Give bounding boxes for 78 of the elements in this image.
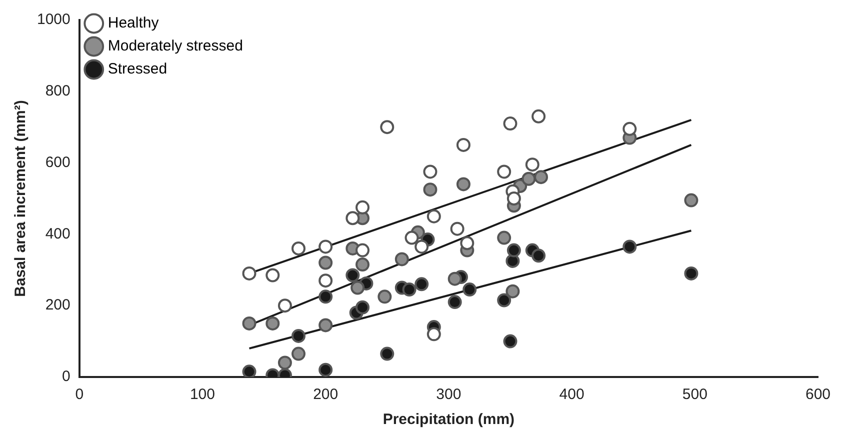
point <box>356 200 370 214</box>
point <box>503 116 518 131</box>
point <box>378 290 392 304</box>
point <box>497 230 512 245</box>
y-tick-label: 1000 <box>36 11 70 28</box>
x-tick-label: 100 <box>190 386 215 404</box>
point <box>456 177 470 192</box>
point <box>278 298 292 313</box>
point <box>402 282 416 297</box>
x-tick-label: 300 <box>436 386 462 404</box>
point <box>506 254 520 268</box>
point <box>242 316 256 330</box>
y-tick-label: 0 <box>62 368 70 386</box>
x-tick-label: 400 <box>559 386 584 404</box>
point <box>684 193 698 208</box>
point <box>506 243 521 258</box>
point <box>414 277 429 292</box>
point <box>356 300 370 314</box>
point <box>318 274 333 288</box>
point <box>423 182 438 197</box>
point <box>242 266 256 280</box>
point <box>278 356 292 370</box>
point <box>622 122 637 136</box>
point <box>356 258 370 272</box>
point <box>346 211 360 226</box>
y-tick-label: 800 <box>45 82 70 100</box>
point <box>450 222 464 236</box>
point <box>291 328 306 343</box>
legend-label: Healthy <box>108 14 160 32</box>
legend-label: Moderately stressed <box>108 38 243 55</box>
point <box>404 230 419 245</box>
point <box>423 164 438 179</box>
y-tick-label: 400 <box>45 225 70 242</box>
point <box>318 318 333 332</box>
legend-label: Stressed <box>108 60 168 78</box>
point <box>346 268 360 282</box>
point <box>532 109 546 124</box>
y-tick-label: 200 <box>45 296 70 314</box>
y-axis-title: Basal area increment (mm²) <box>12 100 30 297</box>
point <box>266 268 280 282</box>
point <box>684 266 698 280</box>
point <box>266 316 280 330</box>
x-tick-label: 0 <box>75 386 84 404</box>
point <box>356 243 370 258</box>
point <box>497 164 512 179</box>
point <box>350 280 365 295</box>
point <box>525 158 540 172</box>
point <box>462 282 477 297</box>
point <box>380 120 394 134</box>
point <box>414 240 429 254</box>
point <box>503 334 518 348</box>
point <box>318 290 333 304</box>
point <box>532 248 546 263</box>
x-tick-label: 200 <box>313 386 338 404</box>
point <box>318 240 333 254</box>
point <box>497 293 512 308</box>
point <box>506 284 520 298</box>
point <box>506 192 521 206</box>
point <box>380 346 394 361</box>
x-tick-label: 600 <box>805 386 831 404</box>
x-axis-title: Precipitation (mm) <box>382 411 515 428</box>
point <box>318 256 333 270</box>
point <box>522 172 536 186</box>
point <box>242 364 256 377</box>
point <box>622 240 637 254</box>
point <box>534 170 548 184</box>
point <box>291 346 306 361</box>
x-tick-label: 500 <box>682 386 708 404</box>
point <box>291 241 306 256</box>
point <box>448 295 462 310</box>
point <box>448 272 462 286</box>
y-tick-label: 600 <box>45 154 70 171</box>
point <box>456 138 470 152</box>
point <box>318 362 333 377</box>
point <box>394 252 409 266</box>
point <box>426 209 441 224</box>
point <box>426 327 441 342</box>
point <box>460 236 474 250</box>
